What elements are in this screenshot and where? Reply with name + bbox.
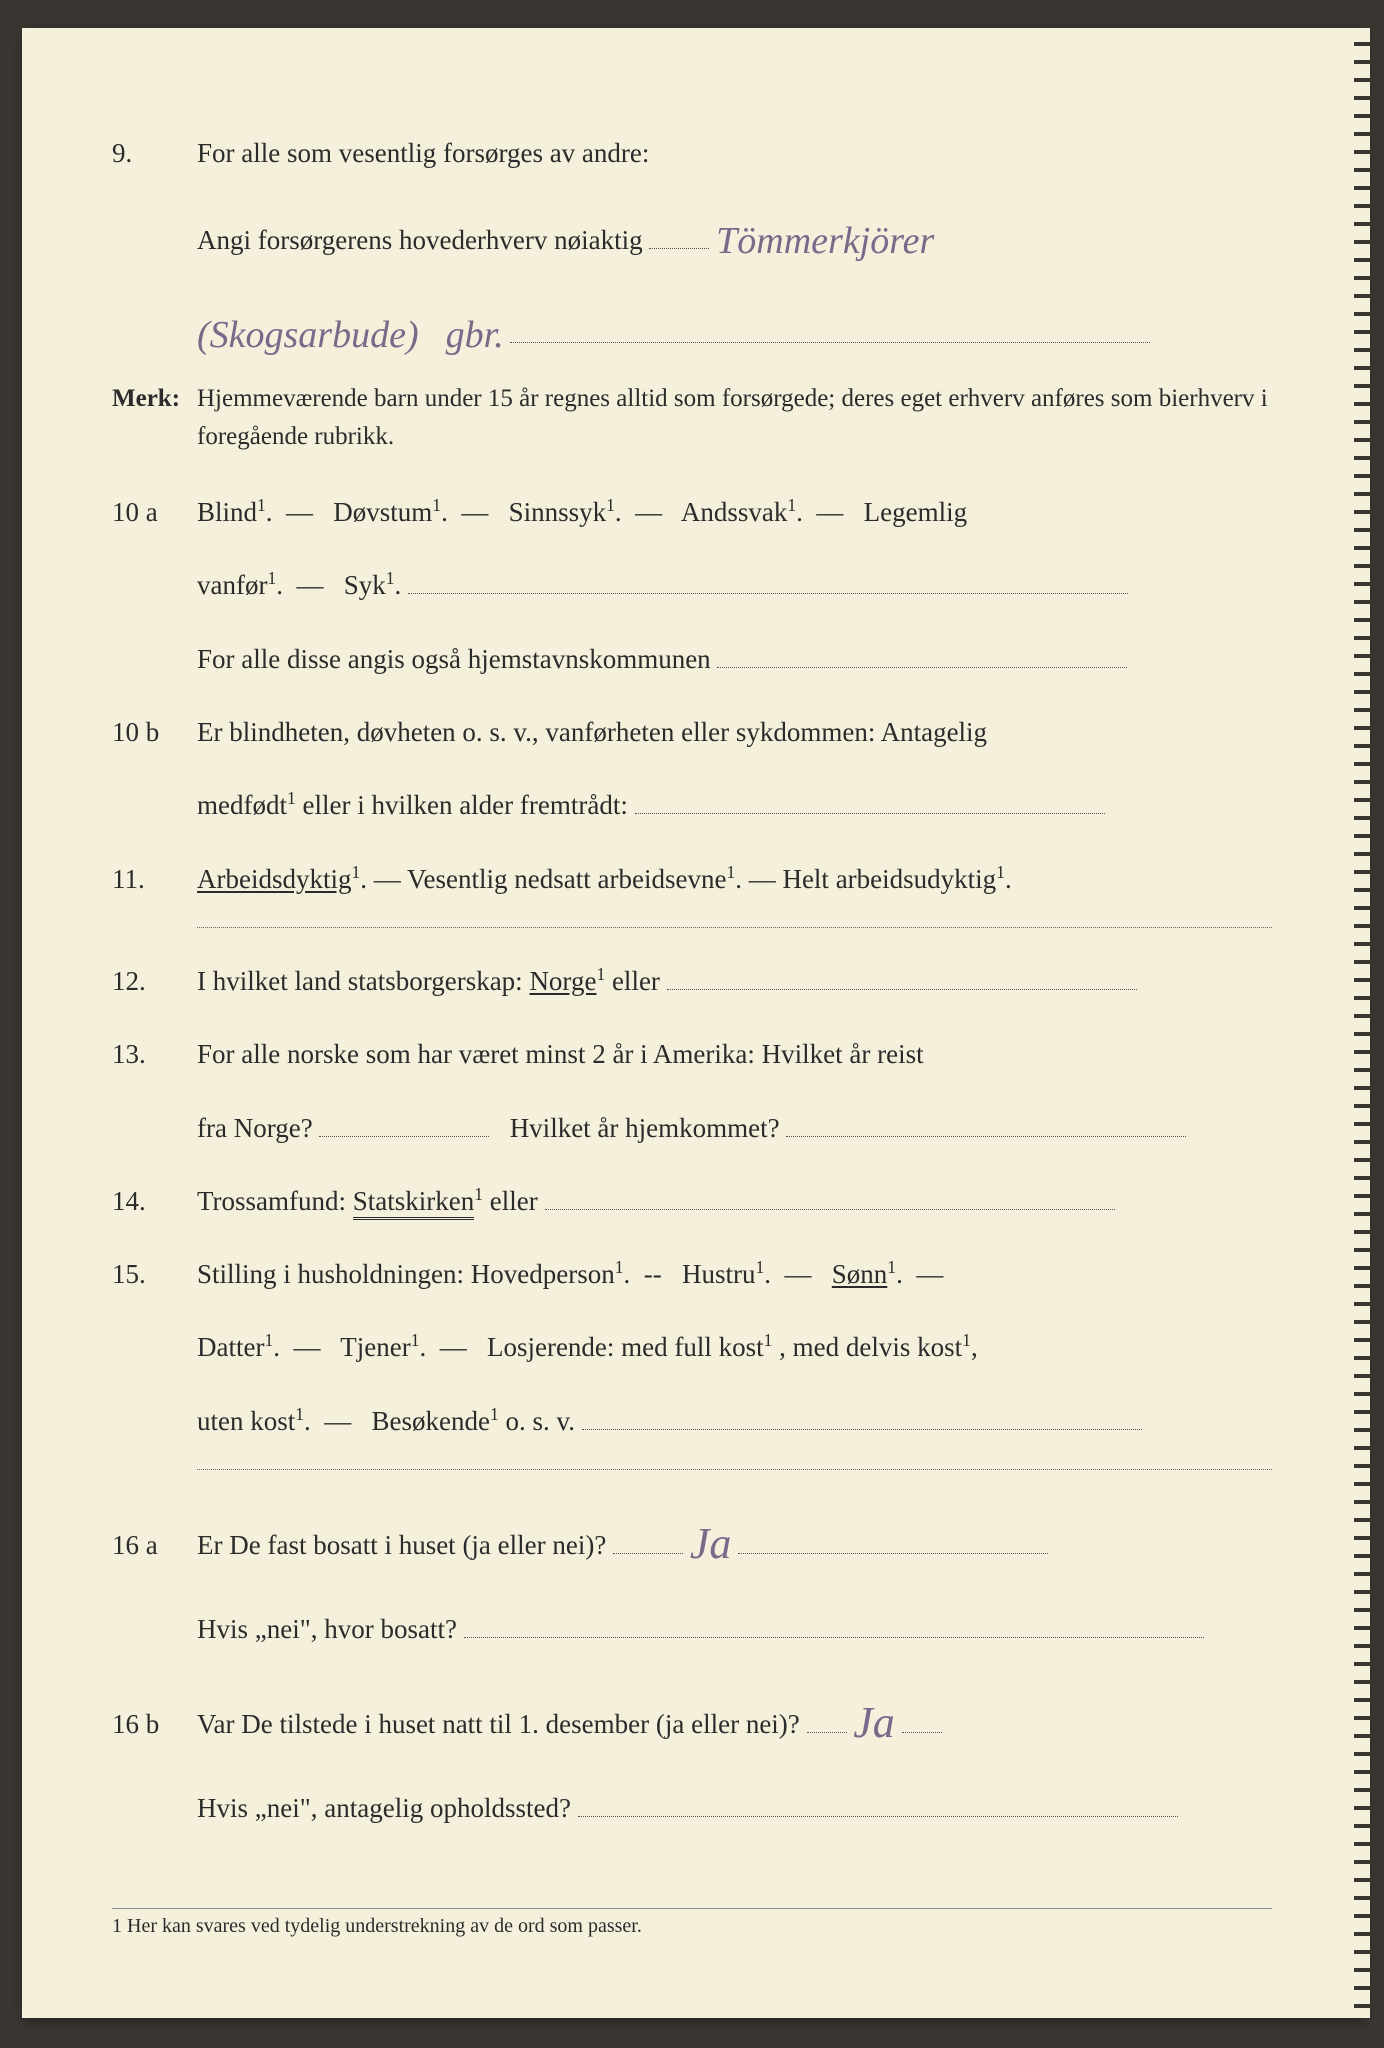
merk-text: Hjemmeværende barn under 15 år regnes al… xyxy=(197,380,1272,458)
q9-line2: Angi forsørgerens hovederhverv nøiaktig … xyxy=(112,201,1272,273)
q10a-line3: For alle disse angis også hjemstavnskomm… xyxy=(112,634,1272,685)
q15-line2: Datter1. — Tjener1. — Losjerende: med fu… xyxy=(112,1322,1272,1373)
q15-number: 15. xyxy=(112,1249,197,1300)
q16a-handwriting: Ja xyxy=(690,1502,732,1586)
q13-text1: For alle norske som har været minst 2 år… xyxy=(197,1029,1272,1080)
q16a-number: 16 a xyxy=(112,1520,197,1571)
q9-line3: (Skogsarbude) gbr. xyxy=(112,295,1272,367)
q10b-text1: Er blindheten, døvheten o. s. v., vanfør… xyxy=(197,707,1272,758)
q9-text1: For alle som vesentlig forsørges av andr… xyxy=(197,128,1272,179)
q10b-line2: medfødt1 eller i hvilken alder fremtrådt… xyxy=(112,780,1272,831)
q9-line1: 9. For alle som vesentlig forsørges av a… xyxy=(112,128,1272,179)
q16b-handwriting: Ja xyxy=(853,1681,895,1765)
q16a-line2: Hvis „nei", hvor bosatt? xyxy=(112,1604,1272,1655)
q9-text2: Angi forsørgerens hovederhverv nøiaktig xyxy=(197,225,643,255)
q16a-line1: 16 a Er De fast bosatt i huset (ja eller… xyxy=(112,1498,1272,1582)
q9-number: 9. xyxy=(112,128,197,179)
divider-1 xyxy=(197,927,1272,928)
census-form-page: 9. For alle som vesentlig forsørges av a… xyxy=(22,28,1362,2018)
q12-number: 12. xyxy=(112,956,197,1007)
q14-number: 14. xyxy=(112,1176,197,1227)
q12-line: 12. I hvilket land statsborgerskap: Norg… xyxy=(112,956,1272,1007)
q15-line1: 15. Stilling i husholdningen: Hovedperso… xyxy=(112,1249,1272,1300)
perforation-edge xyxy=(1354,28,1370,2018)
q16b-line2: Hvis „nei", antagelig opholdssted? xyxy=(112,1783,1272,1834)
q10b-line1: 10 b Er blindheten, døvheten o. s. v., v… xyxy=(112,707,1272,758)
q11-line: 11. Arbeidsdyktig1. — Vesentlig nedsatt … xyxy=(112,854,1272,905)
q10a-line2: vanfør1. — Syk1. xyxy=(112,560,1272,611)
q10b-number: 10 b xyxy=(112,707,197,758)
q16b-number: 16 b xyxy=(112,1699,197,1750)
q11-number: 11. xyxy=(112,854,197,905)
q13-number: 13. xyxy=(112,1029,197,1080)
footnote: 1 Her kan svares ved tydelig understrekn… xyxy=(112,1908,1272,1938)
q10a-number: 10 a xyxy=(112,487,197,538)
q9-handwriting-2a: (Skogsarbude) xyxy=(197,299,419,371)
q14-line: 14. Trossamfund: Statskirken1 eller xyxy=(112,1176,1272,1227)
merk-label: Merk: xyxy=(112,380,197,458)
q13-line1: 13. For alle norske som har været minst … xyxy=(112,1029,1272,1080)
q13-line2: fra Norge? Hvilket år hjemkommet? xyxy=(112,1103,1272,1154)
q16b-line1: 16 b Var De tilstede i huset natt til 1.… xyxy=(112,1677,1272,1761)
merk-note: Merk: Hjemmeværende barn under 15 år reg… xyxy=(112,380,1272,458)
q9-handwriting-1: Tömmerkjörer xyxy=(716,205,934,277)
divider-2 xyxy=(197,1469,1272,1470)
q10a-line1: 10 a Blind1. — Døvstum1. — Sinnssyk1. — … xyxy=(112,487,1272,538)
q9-handwriting-2b: gbr. xyxy=(446,299,504,371)
q15-line3: uten kost1. — Besøkende1 o. s. v. xyxy=(112,1396,1272,1447)
